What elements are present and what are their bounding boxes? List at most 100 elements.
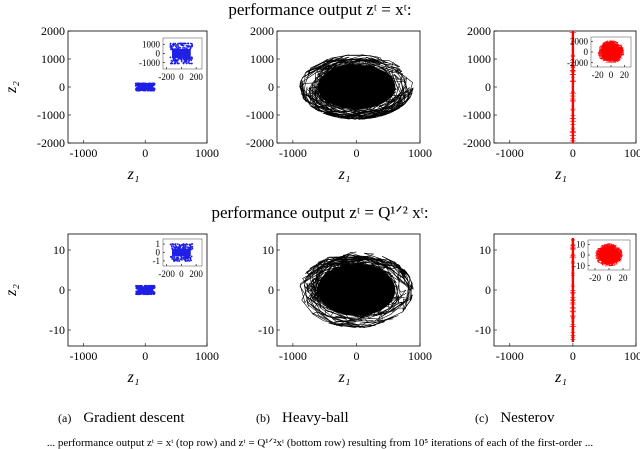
data-point (170, 61, 173, 64)
x-tick-label: 0 (570, 349, 576, 363)
data-point (172, 245, 175, 248)
data-point (152, 292, 155, 296)
x-tick-label: 0 (142, 146, 148, 160)
trajectory-core (598, 246, 620, 264)
x-axis-label: z₁ (127, 166, 140, 183)
y-tick-label: 0 (584, 47, 589, 57)
data-point (171, 258, 174, 260)
trajectory-line (313, 60, 414, 120)
y-tick-label: 0 (156, 49, 161, 59)
data-point (184, 260, 187, 262)
inset-content (597, 39, 625, 64)
inset-content (169, 42, 194, 65)
data-point (136, 292, 140, 296)
data-point (175, 257, 178, 260)
data-point (190, 59, 193, 62)
data-point (191, 45, 193, 48)
data-point (184, 244, 187, 247)
data-point (184, 58, 187, 61)
y-tick-label: -2000 (567, 58, 588, 68)
x-tick-label: -200 (158, 72, 175, 82)
data-point (188, 62, 191, 65)
y-tick-label: 2000 (41, 24, 65, 38)
data-point (178, 246, 181, 249)
y-tick-label: 10 (576, 239, 586, 249)
data-point (180, 58, 183, 61)
trajectory-line (302, 59, 397, 119)
x-tick-label: 1000 (624, 146, 640, 160)
x-tick-label: 1000 (408, 349, 432, 363)
row-title-bottom: performance output zᵗ = Q¹ᐟ² xᵗ: (211, 203, 429, 222)
inset-content (169, 243, 194, 262)
x-tick-label: -1000 (496, 349, 524, 363)
y-tick-label: 10 (262, 243, 274, 257)
data-point (178, 260, 181, 262)
row-title-top: performance output zᵗ = xᵗ: (228, 0, 412, 19)
data-point (191, 56, 193, 59)
inset-content (595, 242, 623, 267)
y-tick-label: 0 (268, 80, 274, 94)
x-tick-label: 1000 (408, 146, 432, 160)
data-point (182, 61, 185, 64)
caption-c-tag: (c) (475, 411, 489, 425)
y-tick-label: -2000 (463, 136, 491, 150)
y-tick-label: -2000 (37, 136, 65, 150)
y-tick-label: 2000 (570, 36, 589, 46)
data-point (191, 62, 193, 65)
plot-content (135, 284, 156, 296)
y-tick-label: 1000 (467, 52, 491, 66)
y-axis-label: z₂ (3, 284, 20, 297)
data-point (179, 47, 182, 49)
data-point (169, 56, 172, 59)
trajectory-core (317, 264, 396, 316)
y-tick-label: -1000 (463, 108, 491, 122)
data-point (185, 62, 188, 65)
data-point (191, 247, 194, 250)
data-point (181, 44, 184, 47)
data-point (181, 47, 184, 49)
data-point (172, 44, 175, 47)
caption-b: (b) Heavy-ball (256, 410, 349, 427)
data-core (172, 248, 191, 257)
x-tick-label: 0 (609, 70, 614, 80)
x-tick-label: 0 (353, 349, 359, 363)
x-tick-label: -1000 (279, 349, 307, 363)
data-point (143, 83, 147, 86)
x-tick-label: -1000 (69, 349, 97, 363)
data-point (174, 60, 177, 63)
data-core (137, 288, 154, 292)
caption-b-label: Heavy-ball (282, 410, 349, 426)
data-point (179, 58, 181, 60)
data-point (169, 243, 172, 246)
trajectory-line (301, 256, 413, 328)
caption-b-tag: (b) (256, 411, 270, 425)
data-point (136, 89, 139, 92)
data-point (182, 42, 185, 45)
data-core (172, 48, 191, 59)
data-point (175, 46, 178, 49)
data-point (174, 243, 177, 245)
y-tick-label: -1 (153, 256, 161, 266)
trajectory-core (317, 64, 396, 110)
x-tick-label: 20 (620, 70, 630, 80)
chart-b-top: -1000 0 1000 2000 1000 0 -1000 -2000 z₁ (246, 24, 432, 183)
data-point (185, 60, 187, 63)
y-tick-label: 1000 (41, 52, 65, 66)
data-point (187, 61, 190, 64)
y-tick-label: -10 (258, 323, 274, 337)
y-tick-label: 10 (53, 243, 65, 257)
y-tick-label: -10 (475, 323, 491, 337)
caption-a-tag: (a) (58, 411, 72, 425)
y-tick-label: 0 (485, 80, 491, 94)
data-point (182, 257, 185, 260)
data-point (170, 245, 173, 247)
data-point (146, 88, 149, 91)
data-point (151, 83, 154, 86)
data-point (138, 89, 141, 92)
